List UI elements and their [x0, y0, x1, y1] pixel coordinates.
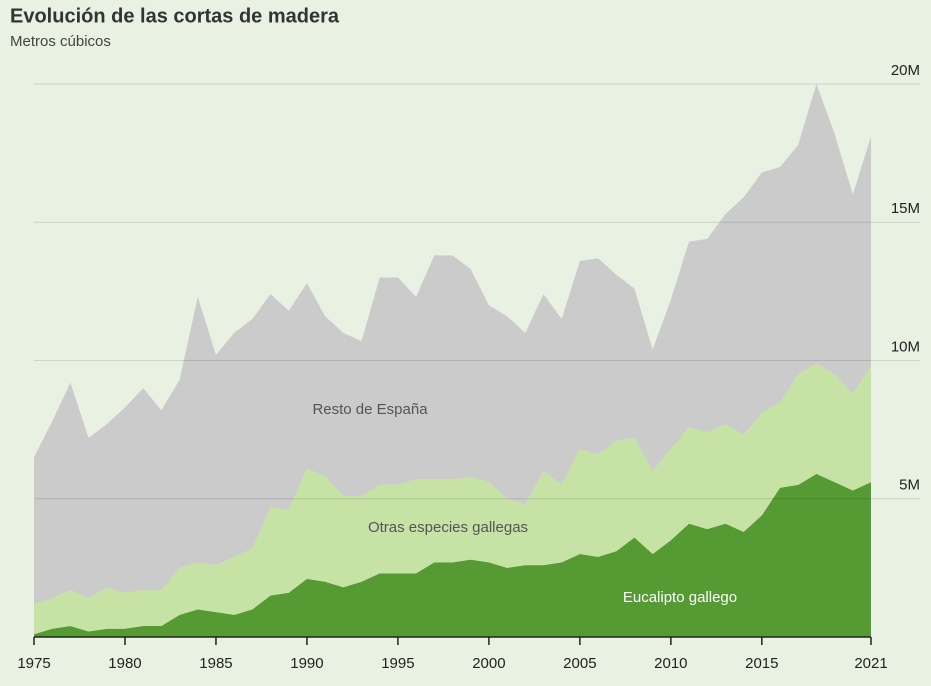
chart-subtitle: Metros cúbicos: [10, 33, 111, 50]
x-tick-label: 2021: [854, 655, 887, 672]
series-label: Resto de España: [312, 401, 428, 418]
y-tick-label: 20M: [891, 62, 920, 79]
y-tick-label: 15M: [891, 200, 920, 217]
series-label: Eucalipto gallego: [623, 589, 737, 606]
y-tick-label: 5M: [899, 477, 920, 494]
x-tick-label: 2005: [563, 655, 596, 672]
x-tick-label: 1995: [381, 655, 414, 672]
series-label: Otras especies gallegas: [368, 519, 528, 536]
chart-title: Evolución de las cortas de madera: [10, 5, 340, 27]
x-tick-label: 2015: [745, 655, 778, 672]
area: [34, 473, 871, 637]
area: [34, 84, 871, 604]
x-tick-label: 2010: [654, 655, 687, 672]
y-tick-label: 10M: [891, 338, 920, 355]
x-tick-label: 1975: [17, 655, 50, 672]
x-tick-label: 2000: [472, 655, 505, 672]
area: [34, 363, 871, 635]
x-tick-label: 1980: [108, 655, 141, 672]
x-tick-label: 1990: [290, 655, 323, 672]
x-tick-label: 1985: [199, 655, 232, 672]
